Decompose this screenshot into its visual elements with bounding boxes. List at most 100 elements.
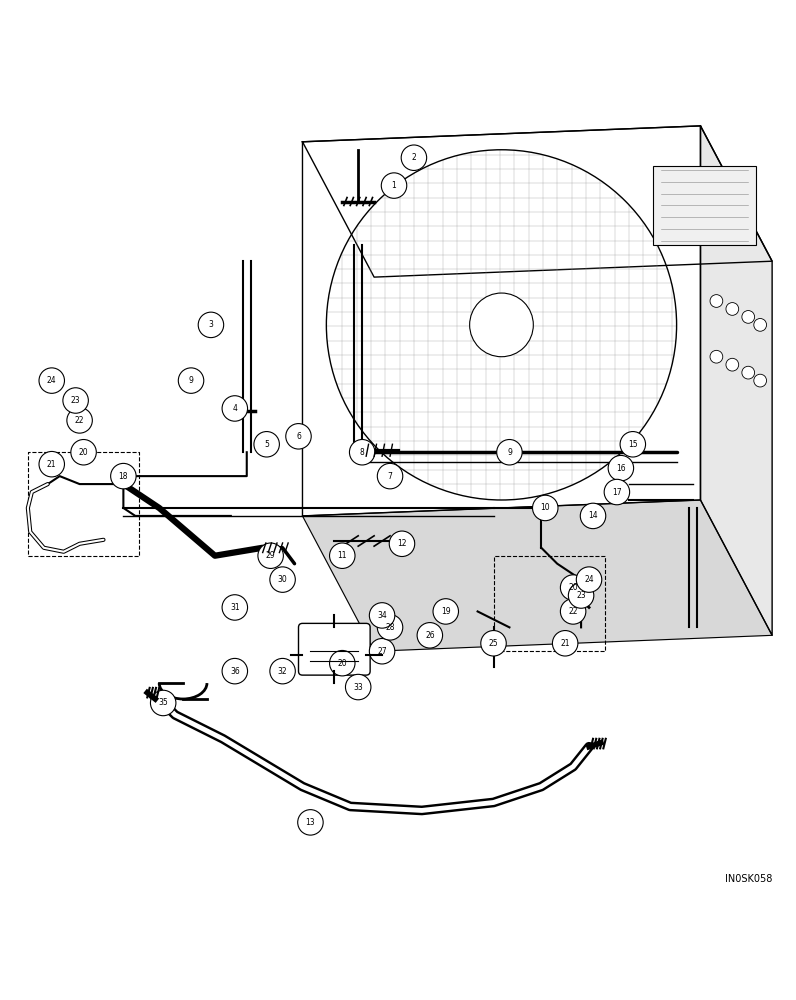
Circle shape bbox=[533, 495, 558, 521]
Circle shape bbox=[481, 631, 506, 656]
Text: 8: 8 bbox=[360, 448, 365, 457]
Circle shape bbox=[345, 674, 371, 700]
Text: 22: 22 bbox=[568, 607, 578, 616]
Text: 11: 11 bbox=[338, 551, 347, 560]
Text: 17: 17 bbox=[612, 488, 622, 497]
Circle shape bbox=[39, 368, 64, 393]
Text: 25: 25 bbox=[489, 639, 498, 648]
Circle shape bbox=[369, 603, 395, 628]
Text: 36: 36 bbox=[230, 667, 240, 676]
Circle shape bbox=[71, 440, 96, 465]
Circle shape bbox=[298, 810, 323, 835]
Text: 30: 30 bbox=[278, 575, 287, 584]
Text: 18: 18 bbox=[119, 472, 128, 481]
Circle shape bbox=[742, 311, 755, 323]
Circle shape bbox=[608, 455, 634, 481]
Text: 12: 12 bbox=[397, 539, 407, 548]
Polygon shape bbox=[302, 126, 700, 516]
Circle shape bbox=[560, 575, 586, 600]
Circle shape bbox=[401, 145, 427, 170]
Circle shape bbox=[330, 543, 355, 568]
Text: 4: 4 bbox=[232, 404, 237, 413]
Text: 3: 3 bbox=[209, 320, 213, 329]
Text: 26: 26 bbox=[425, 631, 435, 640]
Circle shape bbox=[710, 295, 723, 307]
Circle shape bbox=[726, 358, 739, 371]
Circle shape bbox=[286, 424, 311, 449]
FancyBboxPatch shape bbox=[298, 623, 370, 675]
Circle shape bbox=[497, 440, 522, 465]
Polygon shape bbox=[302, 126, 772, 277]
Text: 24: 24 bbox=[47, 376, 57, 385]
Circle shape bbox=[349, 440, 375, 465]
Ellipse shape bbox=[470, 293, 533, 357]
Circle shape bbox=[222, 595, 248, 620]
Text: 5: 5 bbox=[264, 440, 269, 449]
Text: 24: 24 bbox=[584, 575, 594, 584]
Circle shape bbox=[726, 303, 739, 315]
Circle shape bbox=[270, 658, 295, 684]
Polygon shape bbox=[700, 126, 772, 635]
Text: 13: 13 bbox=[306, 818, 315, 827]
Text: 35: 35 bbox=[158, 698, 168, 707]
Circle shape bbox=[369, 639, 395, 664]
Text: 14: 14 bbox=[588, 511, 598, 520]
Text: 34: 34 bbox=[377, 611, 387, 620]
Text: 19: 19 bbox=[441, 607, 451, 616]
Circle shape bbox=[620, 432, 646, 457]
Circle shape bbox=[754, 374, 767, 387]
Text: 15: 15 bbox=[628, 440, 638, 449]
Text: 27: 27 bbox=[377, 647, 387, 656]
Circle shape bbox=[389, 531, 415, 557]
Text: 31: 31 bbox=[230, 603, 240, 612]
Circle shape bbox=[433, 599, 458, 624]
Text: 23: 23 bbox=[71, 396, 80, 405]
Text: 16: 16 bbox=[616, 464, 626, 473]
Text: 32: 32 bbox=[278, 667, 287, 676]
Circle shape bbox=[270, 567, 295, 592]
Circle shape bbox=[754, 319, 767, 331]
Circle shape bbox=[67, 408, 92, 433]
Text: 20: 20 bbox=[338, 659, 347, 668]
Circle shape bbox=[560, 599, 586, 624]
Circle shape bbox=[63, 388, 88, 413]
Circle shape bbox=[580, 503, 606, 529]
Circle shape bbox=[710, 350, 723, 363]
Circle shape bbox=[552, 631, 578, 656]
Circle shape bbox=[222, 658, 248, 684]
Circle shape bbox=[198, 312, 224, 338]
Text: 29: 29 bbox=[266, 551, 275, 560]
Circle shape bbox=[381, 173, 407, 198]
Circle shape bbox=[377, 463, 403, 489]
Text: 7: 7 bbox=[388, 472, 392, 481]
Circle shape bbox=[222, 396, 248, 421]
Text: 28: 28 bbox=[385, 623, 395, 632]
Text: IN0SK058: IN0SK058 bbox=[724, 874, 772, 884]
Text: 2: 2 bbox=[412, 153, 416, 162]
Circle shape bbox=[150, 690, 176, 716]
Text: 9: 9 bbox=[507, 448, 512, 457]
Circle shape bbox=[254, 432, 279, 457]
Circle shape bbox=[604, 479, 630, 505]
Text: 22: 22 bbox=[75, 416, 84, 425]
Text: 23: 23 bbox=[576, 591, 586, 600]
Polygon shape bbox=[302, 500, 772, 651]
Circle shape bbox=[178, 368, 204, 393]
Circle shape bbox=[377, 615, 403, 640]
Text: 9: 9 bbox=[189, 376, 193, 385]
Text: 21: 21 bbox=[47, 460, 57, 469]
Circle shape bbox=[742, 366, 755, 379]
FancyBboxPatch shape bbox=[653, 166, 756, 245]
Circle shape bbox=[576, 567, 602, 592]
Text: 33: 33 bbox=[353, 683, 363, 692]
Text: 20: 20 bbox=[79, 448, 88, 457]
Text: 21: 21 bbox=[560, 639, 570, 648]
Text: 6: 6 bbox=[296, 432, 301, 441]
Text: 20: 20 bbox=[568, 583, 578, 592]
Circle shape bbox=[39, 451, 64, 477]
Circle shape bbox=[330, 650, 355, 676]
Text: 10: 10 bbox=[540, 503, 550, 512]
Circle shape bbox=[258, 543, 283, 568]
Circle shape bbox=[568, 583, 594, 608]
Circle shape bbox=[417, 623, 443, 648]
